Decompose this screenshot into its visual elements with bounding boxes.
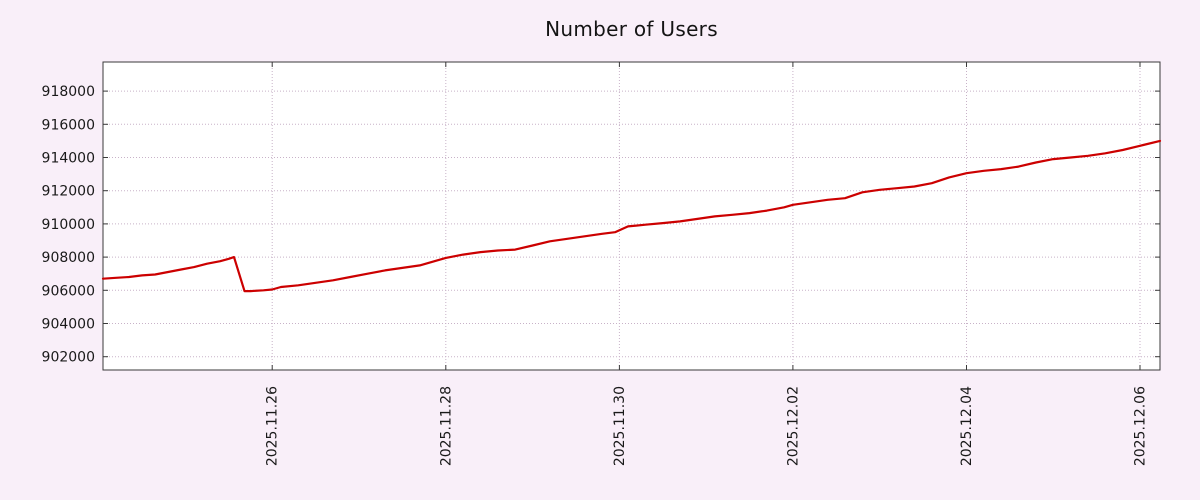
- y-tick-label: 910000: [42, 217, 95, 233]
- y-tick-label: 902000: [42, 350, 95, 366]
- x-tick-label: 2025.12.02: [785, 386, 801, 466]
- y-tick-label: 918000: [42, 84, 95, 100]
- x-tick-label: 2025.11.28: [438, 386, 454, 466]
- axis-labels: 902000 904000 906000 908000 910000 912000 9140…: [42, 84, 1149, 466]
- y-tick-label: 908000: [42, 250, 95, 266]
- x-tick-label: 2025.12.06: [1133, 386, 1149, 466]
- plot-area: [103, 62, 1160, 370]
- y-tick-label: 906000: [42, 283, 95, 299]
- y-tick-label: 904000: [42, 317, 95, 333]
- x-tick-label: 2025.11.26: [265, 386, 281, 466]
- gridlines: [103, 62, 1160, 370]
- plot-border: [102, 61, 1161, 371]
- x-tick-label: 2025.11.30: [612, 386, 628, 466]
- axis-ticks: [103, 62, 1160, 370]
- x-tick-label: 2025.12.04: [959, 386, 975, 466]
- y-tick-label: 914000: [42, 151, 95, 167]
- chart-title: Number of Users: [545, 17, 718, 41]
- users-series-line: [101, 139, 1162, 293]
- y-tick-label: 912000: [42, 184, 95, 200]
- y-tick-label: 916000: [42, 117, 95, 133]
